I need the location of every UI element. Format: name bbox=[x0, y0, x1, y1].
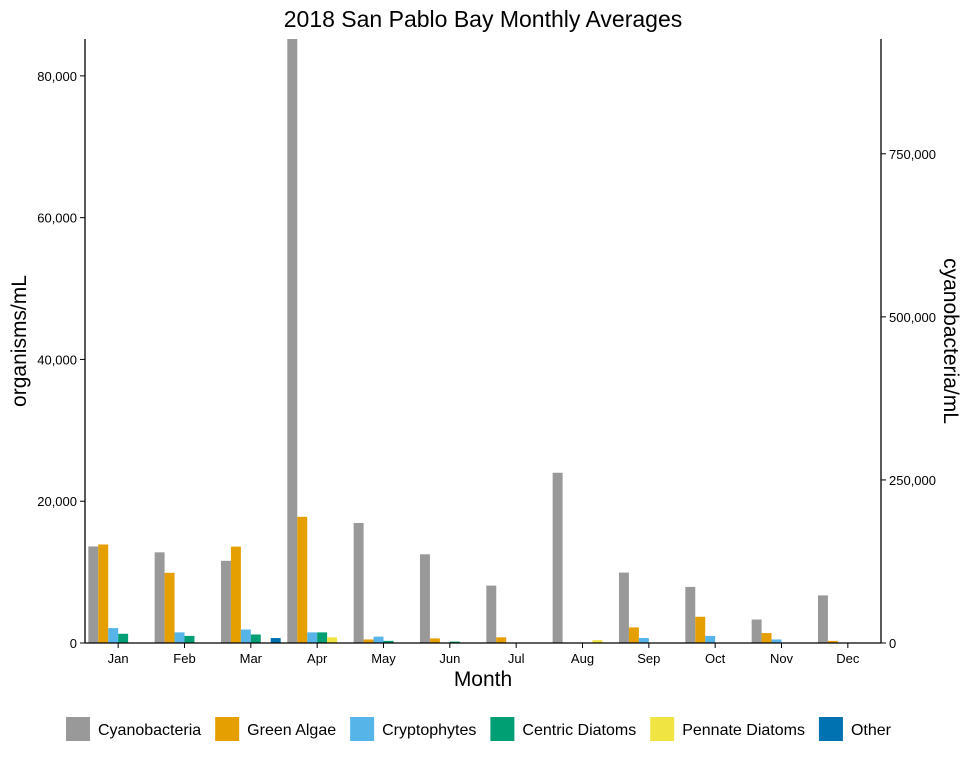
bar-cryptophytes-sep bbox=[638, 638, 649, 643]
x-tick-label: Jun bbox=[439, 651, 460, 666]
bar-pennate-diatoms-apr bbox=[327, 637, 338, 643]
bar-green-algae-sep bbox=[628, 627, 639, 643]
y2-tick-label: 750,000 bbox=[889, 147, 936, 162]
bar-cyanobacteria-oct bbox=[685, 586, 696, 643]
legend-label-pennate-diatoms: Pennate Diatoms bbox=[682, 722, 805, 739]
legend-label-green-algae: Green Algae bbox=[247, 722, 336, 739]
bar-green-algae-feb bbox=[164, 572, 175, 643]
legend-key-cryptophytes bbox=[350, 717, 375, 741]
bar-other-mar bbox=[270, 638, 281, 643]
y2-tick-label: 500,000 bbox=[889, 310, 936, 325]
bar-cyanobacteria-jul bbox=[486, 585, 497, 643]
bar-green-algae-may bbox=[363, 639, 374, 643]
y2-tick-label: 0 bbox=[889, 636, 896, 651]
bar-cyanobacteria-feb bbox=[154, 552, 165, 643]
bar-cyanobacteria-nov bbox=[751, 619, 762, 643]
x-tick-label: Jan bbox=[108, 651, 129, 666]
legend-label-centric-diatoms: Centric Diatoms bbox=[522, 722, 636, 739]
bar-cryptophytes-may bbox=[373, 636, 384, 643]
bar-pennate-diatoms-aug bbox=[592, 640, 603, 643]
y-axis-title: organisms/mL bbox=[8, 275, 31, 407]
bar-green-algae-oct bbox=[695, 616, 706, 643]
bar-cyanobacteria-apr bbox=[287, 39, 298, 643]
legend-key-green-algae bbox=[215, 717, 240, 741]
bar-cryptophytes-oct bbox=[705, 635, 716, 643]
bar-green-algae-mar bbox=[230, 546, 241, 643]
bar-cryptophytes-jan bbox=[108, 628, 119, 643]
bars-group bbox=[88, 39, 838, 643]
y-tick-label: 60,000 bbox=[37, 211, 77, 226]
legend-label-other: Other bbox=[851, 722, 892, 739]
bar-green-algae-dec bbox=[827, 640, 838, 643]
x-tick-label: Oct bbox=[705, 651, 726, 666]
bar-green-algae-jul bbox=[496, 637, 507, 643]
x-axis-title: Month bbox=[454, 668, 512, 691]
bar-cryptophytes-mar bbox=[240, 629, 251, 643]
y-tick-label: 20,000 bbox=[37, 494, 77, 509]
bar-cyanobacteria-aug bbox=[552, 472, 563, 643]
x-tick-label: Aug bbox=[571, 651, 594, 666]
legend-key-centric-diatoms bbox=[490, 717, 515, 741]
x-tick-label: Dec bbox=[836, 651, 860, 666]
x-tick-label: May bbox=[371, 651, 396, 666]
bar-centric-diatoms-apr bbox=[317, 632, 328, 643]
bar-cryptophytes-nov bbox=[771, 639, 782, 643]
x-tick-label: Feb bbox=[173, 651, 195, 666]
legend-key-cyanobacteria bbox=[66, 717, 90, 741]
axes-group: Jan Feb Mar Apr May Jun Jul Aug Sep Oct Nov Dec 0 20,… bbox=[37, 39, 936, 666]
bar-cryptophytes-apr bbox=[307, 632, 318, 643]
bar-centric-diatoms-jun bbox=[449, 641, 460, 643]
legend-label-cryptophytes: Cryptophytes bbox=[382, 722, 476, 739]
bar-centric-diatoms-feb bbox=[184, 635, 195, 643]
bar-centric-diatoms-mar bbox=[250, 634, 261, 643]
x-tick-label: Jul bbox=[508, 651, 525, 666]
bar-cyanobacteria-sep bbox=[618, 572, 629, 643]
bar-centric-diatoms-jan bbox=[118, 633, 129, 643]
y-tick-label: 40,000 bbox=[37, 352, 77, 367]
x-tick-label: Nov bbox=[770, 651, 794, 666]
legend-label-cyanobacteria: Cyanobacteria bbox=[98, 722, 201, 739]
bar-green-algae-nov bbox=[761, 633, 772, 643]
bar-cyanobacteria-dec bbox=[817, 595, 828, 643]
y2-tick-label: 250,000 bbox=[889, 473, 936, 488]
bar-cyanobacteria-may bbox=[353, 522, 364, 643]
legend-key-pennate-diatoms bbox=[650, 717, 675, 741]
legend-key-other bbox=[818, 717, 843, 741]
bar-green-algae-jan bbox=[98, 544, 109, 643]
bar-cyanobacteria-jan bbox=[88, 546, 99, 643]
y-tick-label: 0 bbox=[70, 636, 77, 651]
bar-cyanobacteria-jun bbox=[419, 554, 430, 643]
x-tick-label: Apr bbox=[307, 651, 328, 666]
bar-green-algae-jun bbox=[429, 638, 440, 643]
chart-title: 2018 San Pablo Bay Monthly Averages bbox=[284, 6, 683, 32]
bar-cyanobacteria-mar bbox=[220, 560, 231, 643]
legend: Cyanobacteria Green Algae Cryptophytes Cent… bbox=[66, 717, 892, 741]
x-tick-label: Mar bbox=[240, 651, 263, 666]
x-tick-label: Sep bbox=[637, 651, 660, 666]
y2-axis-title: cyanobacteria/mL bbox=[939, 258, 962, 424]
bar-cryptophytes-feb bbox=[174, 632, 185, 643]
y-tick-label: 80,000 bbox=[37, 69, 77, 84]
bar-centric-diatoms-may bbox=[383, 640, 394, 643]
bar-green-algae-apr bbox=[297, 516, 308, 643]
